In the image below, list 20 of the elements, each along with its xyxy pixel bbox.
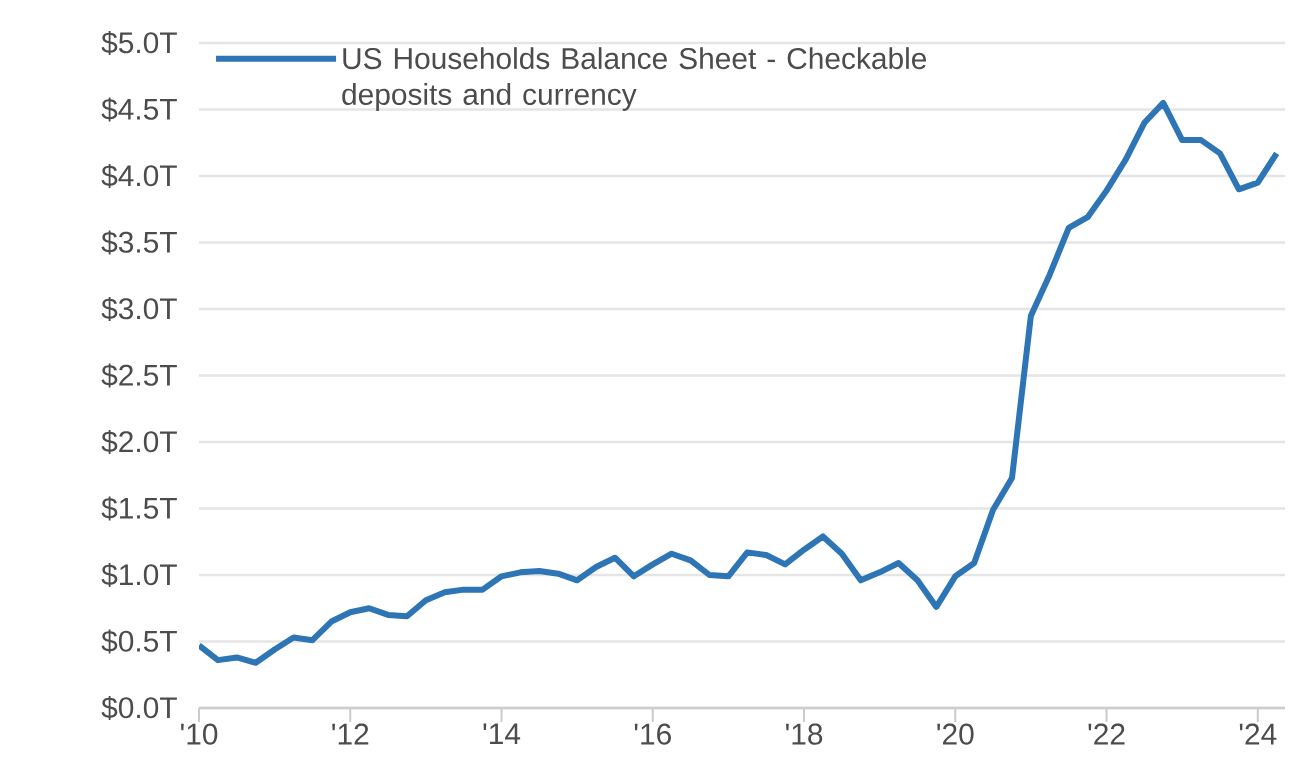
x-tick-label: '24 [1239,723,1277,745]
y-tick-label: $4.0T [101,163,177,189]
x-tick-label: '20 [937,723,974,745]
legend-label: US Households Balance Sheet - Checkable deposits and currency [342,47,927,111]
y-tick-label: $4.5T [101,97,177,122]
y-tick-label: $0.5T [101,629,177,654]
y-tick-label: $1.0T [101,562,177,588]
y-tick-label: $1.5T [101,496,177,521]
y-tick-label: $5.0T [101,30,177,56]
y-tick-label: $2.5T [101,363,177,388]
y-tick-label: $3.5T [101,230,177,255]
y-tick-label: $0.0T [101,695,177,721]
x-tick-label: '16 [634,723,671,745]
y-tick-label: $3.0T [101,296,177,322]
y-tick-label: $2.0T [101,429,177,455]
x-tick-label: '12 [332,723,369,745]
x-tick-label: '14 [483,723,521,745]
x-tick-label: '22 [1088,723,1125,745]
x-tick-label: '10 [181,723,218,745]
x-tick-label: '18 [786,723,823,745]
